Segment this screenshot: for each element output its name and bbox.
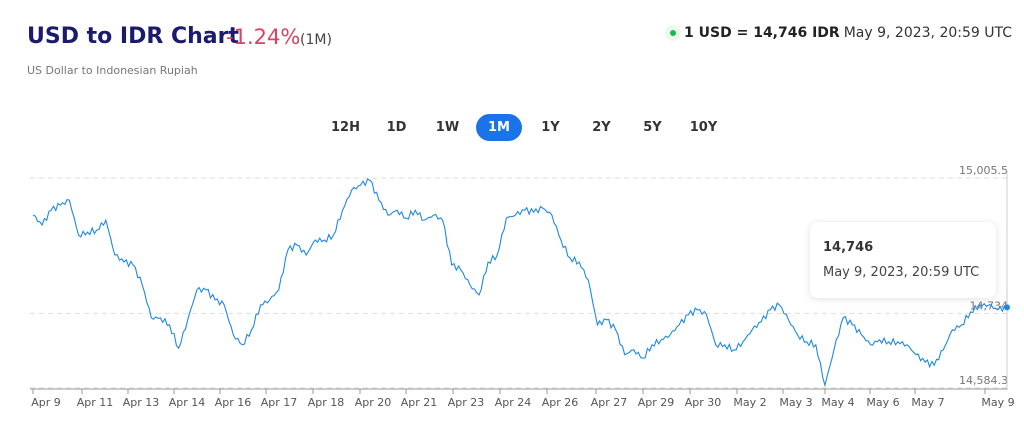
page-title: USD to IDR Chart (27, 24, 239, 49)
x-tick-label: Apr 29 (638, 396, 675, 409)
series-line (32, 178, 1008, 388)
subtitle: US Dollar to Indonesian Rupiah (27, 64, 198, 77)
x-tick-label: Apr 24 (495, 396, 532, 409)
tab-12h[interactable]: 12H (331, 120, 360, 135)
current-point-marker (1004, 304, 1010, 311)
tooltip: 14,746 May 9, 2023, 20:59 UTC (810, 222, 996, 298)
tab-1y[interactable]: 1Y (541, 120, 560, 135)
x-tick-label: Apr 30 (685, 396, 722, 409)
percent-change: -1.24% (226, 25, 301, 49)
x-tick-label: Apr 11 (77, 396, 114, 409)
current-rate: 1 USD = 14,746 IDR May 9, 2023, 20:59 UTC (670, 25, 1012, 41)
rate-timestamp: May 9, 2023, 20:59 UTC (843, 25, 1012, 41)
y-tick-label: 15,005.5 (959, 164, 1008, 177)
x-tick-label: Apr 20 (355, 396, 392, 409)
x-tick-label: May 3 (779, 396, 812, 409)
x-tick-label: May 4 (821, 396, 854, 409)
tab-1w[interactable]: 1W (435, 120, 460, 135)
tooltip-date: May 9, 2023, 20:59 UTC (823, 265, 980, 280)
x-tick-label: Apr 17 (261, 396, 298, 409)
x-tick-label: Apr 16 (215, 396, 252, 409)
y-tick-label: 14,584.3 (959, 374, 1008, 387)
range-tabs: 12H 1D 1W 1M 1Y 2Y 5Y 10Y (320, 114, 729, 141)
x-tick-label: May 7 (911, 396, 944, 409)
x-tick-label: May 2 (733, 396, 766, 409)
x-tick-label: Apr 9 (31, 396, 61, 409)
x-tick-label: Apr 18 (308, 396, 345, 409)
x-tick-label: May 6 (866, 396, 899, 409)
x-tick-label: Apr 14 (169, 396, 206, 409)
x-tick-label: Apr 27 (591, 396, 628, 409)
rate-value: 1 USD = 14,746 IDR (684, 25, 840, 41)
tab-1d[interactable]: 1D (386, 120, 407, 135)
x-tick-label: Apr 21 (401, 396, 438, 409)
tab-1m[interactable]: 1M (476, 114, 522, 141)
period-label: (1M) (300, 32, 332, 48)
x-tick-label: Apr 13 (123, 396, 160, 409)
tooltip-value: 14,746 (823, 240, 874, 255)
x-tick-label: Apr 23 (448, 396, 485, 409)
x-tick-label: Apr 26 (542, 396, 579, 409)
tab-2y[interactable]: 2Y (592, 120, 611, 135)
tab-10y[interactable]: 10Y (689, 120, 718, 135)
x-tick-label: May 9 (981, 396, 1014, 409)
live-status-icon (670, 30, 677, 36)
tab-5y[interactable]: 5Y (643, 120, 662, 135)
